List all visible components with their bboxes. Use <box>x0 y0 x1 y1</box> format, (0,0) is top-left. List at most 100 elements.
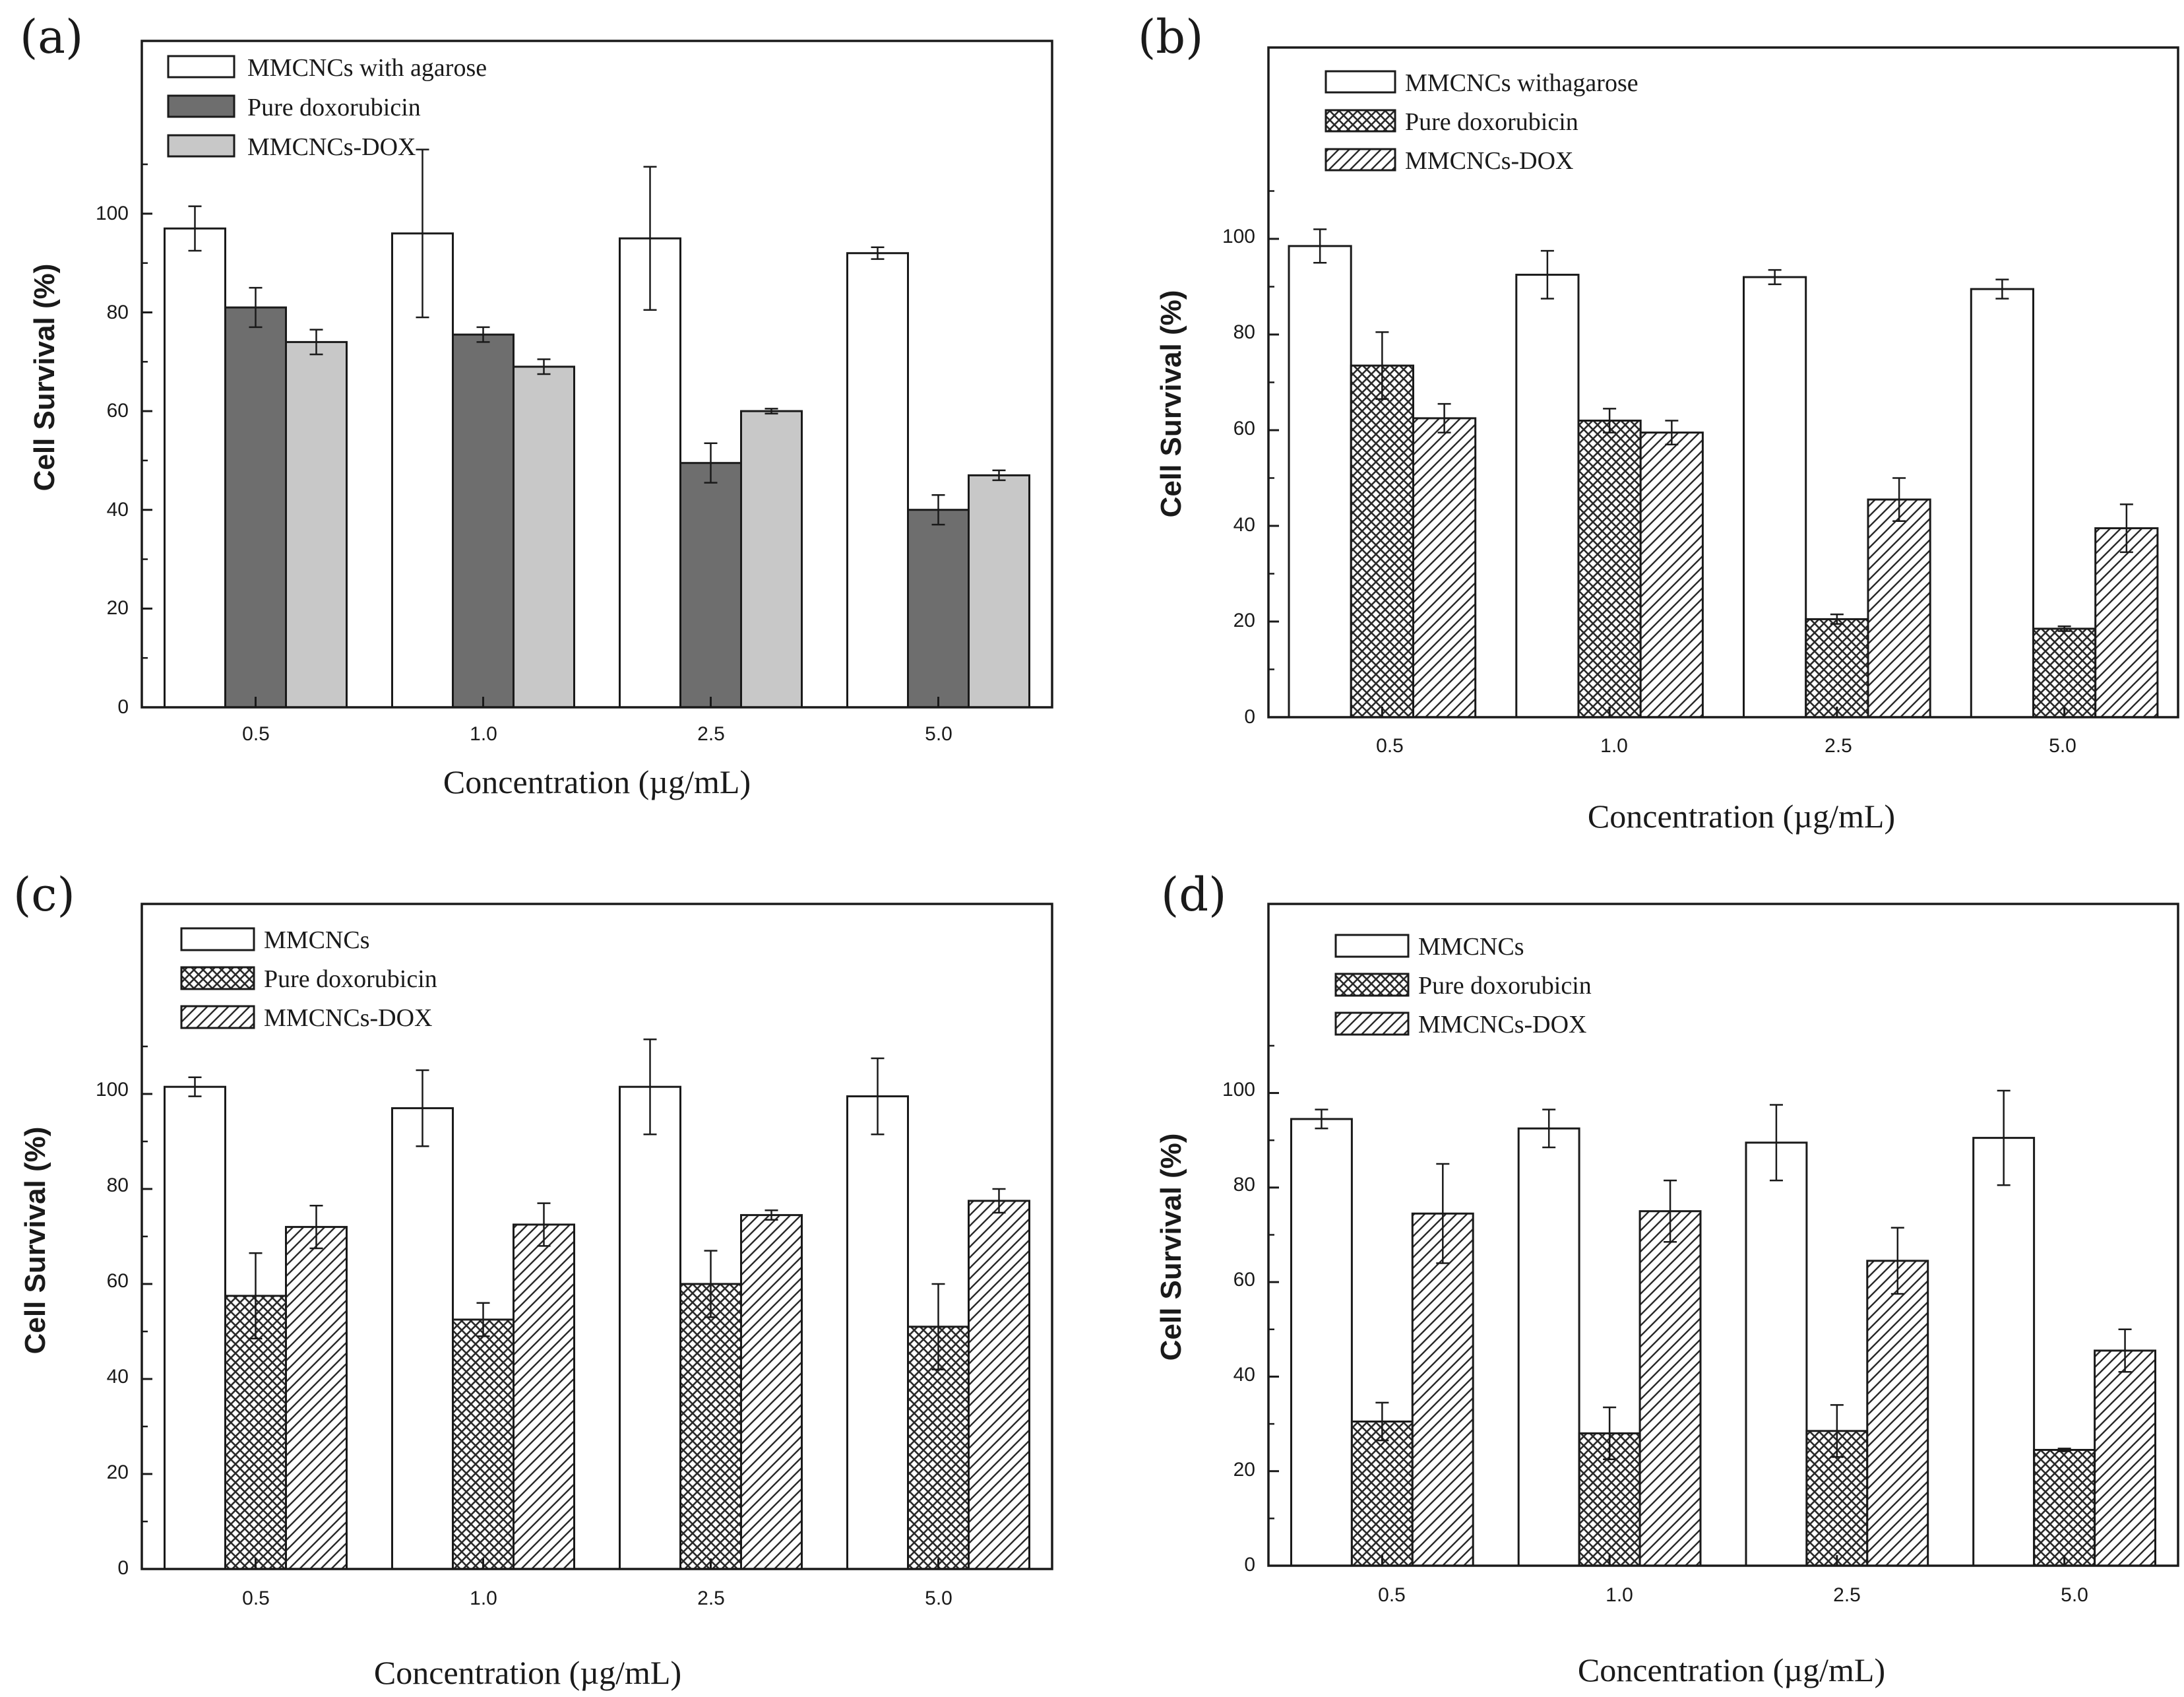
bar <box>1805 618 1869 719</box>
bar <box>224 306 287 709</box>
bar <box>740 1214 803 1570</box>
error-bar <box>704 1250 718 1318</box>
error-bar <box>476 1302 490 1337</box>
panel-label: (c) <box>13 868 75 922</box>
y-tick-label: 100 <box>1222 226 1255 247</box>
error-bar <box>2057 1448 2071 1452</box>
error-bar <box>416 148 429 319</box>
error-bar <box>537 1202 551 1247</box>
bar <box>740 410 803 709</box>
panel-label: (b) <box>1138 10 1203 64</box>
panel-a: (a) MMCNCs with agarose Pure doxorubicin… <box>20 10 1053 800</box>
y-tick-label: 40 <box>107 1366 129 1388</box>
bar <box>2094 527 2159 719</box>
y-tick-label: 80 <box>107 302 129 323</box>
bar <box>1577 420 1642 719</box>
x-tick-label: 5.0 <box>2061 1584 2088 1606</box>
bar <box>1972 1137 2036 1567</box>
y-tick-label: 100 <box>1222 1079 1255 1101</box>
error-bar <box>2118 1328 2132 1373</box>
y-axis-title: Cell Survival (%) <box>19 1127 51 1355</box>
legend-swatch-crosshatch <box>1325 109 1396 133</box>
error-bar <box>643 166 657 311</box>
error-bar <box>476 326 490 343</box>
y-tick-label: 80 <box>1233 1174 1255 1196</box>
error-bar <box>1315 1108 1328 1130</box>
error-bar <box>764 1209 778 1221</box>
legend-swatch-white <box>1334 934 1410 958</box>
legend-swatch-white <box>1325 70 1396 94</box>
legend: MMCNCs with agarose Pure doxorubicin MMC… <box>167 54 487 161</box>
bar <box>679 1283 742 1570</box>
x-axis-title: Concentration (µg/mL) <box>1578 1651 1885 1688</box>
y-tick-label: 80 <box>107 1174 129 1196</box>
x-tick-label: 2.5 <box>1833 1584 1861 1606</box>
x-tick-label: 5.0 <box>2049 735 2076 757</box>
bar <box>1290 1118 1353 1567</box>
error-bar <box>931 494 945 526</box>
error-bar <box>871 1057 885 1136</box>
axes <box>1267 903 2179 1567</box>
legend-swatch-crosshatch <box>1334 973 1410 997</box>
bar <box>1411 1212 1474 1567</box>
bar <box>1412 417 1477 719</box>
legend-swatch-dark <box>167 94 235 118</box>
x-axis-title: Concentration (µg/mL) <box>443 763 751 800</box>
x-tick-label: 0.5 <box>1376 735 1404 757</box>
bar <box>1639 432 1704 719</box>
bar <box>1745 1141 1808 1567</box>
error-bar <box>1603 1406 1617 1461</box>
bar <box>1350 1421 1414 1567</box>
legend-swatch-crosshatch <box>180 966 255 990</box>
error-bar <box>1995 278 2009 300</box>
x-tick-label: 1.0 <box>1600 735 1628 757</box>
y-tick-label: 0 <box>1244 706 1255 728</box>
legend-swatch-light <box>167 134 235 158</box>
bars <box>1288 228 2159 719</box>
error-bar <box>1665 420 1679 445</box>
error-bar <box>704 442 718 484</box>
error-bar <box>1830 613 1844 625</box>
legend-swatch-white <box>180 927 255 951</box>
bar <box>1288 245 1352 719</box>
plot-frame <box>140 40 1053 709</box>
bar <box>2094 1349 2157 1567</box>
bar <box>1350 364 1415 719</box>
y-tick-label: 60 <box>107 1270 129 1292</box>
y-axis-title: Cell Survival (%) <box>28 264 61 492</box>
error-bar <box>416 1069 429 1147</box>
y-tick-label: 40 <box>1233 514 1255 536</box>
legend: MMCNCs withagarose Pure doxorubicin MMCN… <box>1325 69 1638 175</box>
y-tick-label: 40 <box>1233 1364 1255 1386</box>
y-tick-label: 20 <box>107 1461 129 1483</box>
bars <box>164 148 1030 709</box>
error-bar <box>309 329 323 356</box>
bar <box>452 1318 515 1570</box>
legend-label: MMCNCs with agarose <box>247 54 487 82</box>
bars <box>1290 1089 2157 1567</box>
bar <box>164 1085 226 1570</box>
y-tick-label: 0 <box>117 1557 129 1579</box>
y-tick-label: 60 <box>1233 1269 1255 1291</box>
axes <box>1267 46 2179 719</box>
error-bar <box>992 469 1006 482</box>
error-bar <box>1437 402 1451 433</box>
bar <box>1517 1127 1580 1567</box>
bar <box>513 1223 575 1570</box>
bar <box>1638 1210 1702 1567</box>
error-bar <box>309 1204 323 1250</box>
bar <box>968 474 1030 709</box>
error-bar <box>1313 228 1327 264</box>
axes <box>140 40 1053 709</box>
error-bar <box>1830 1404 1844 1458</box>
panel-d: (d) MMCNCs Pure doxorubicin MMCNCs-DOX 0… <box>1155 868 2179 1688</box>
panel-c: (c) MMCNCs Pure doxorubicin MMCNCs-DOX 0… <box>13 868 1053 1691</box>
error-bar <box>992 1188 1006 1214</box>
x-tick-label: 1.0 <box>1606 1584 1633 1606</box>
y-tick-label: 100 <box>96 1079 129 1101</box>
bar <box>513 366 575 709</box>
legend-label: MMCNCs-DOX <box>247 133 416 161</box>
legend-label: MMCNCs-DOX <box>264 1004 432 1032</box>
bar <box>846 1095 909 1570</box>
